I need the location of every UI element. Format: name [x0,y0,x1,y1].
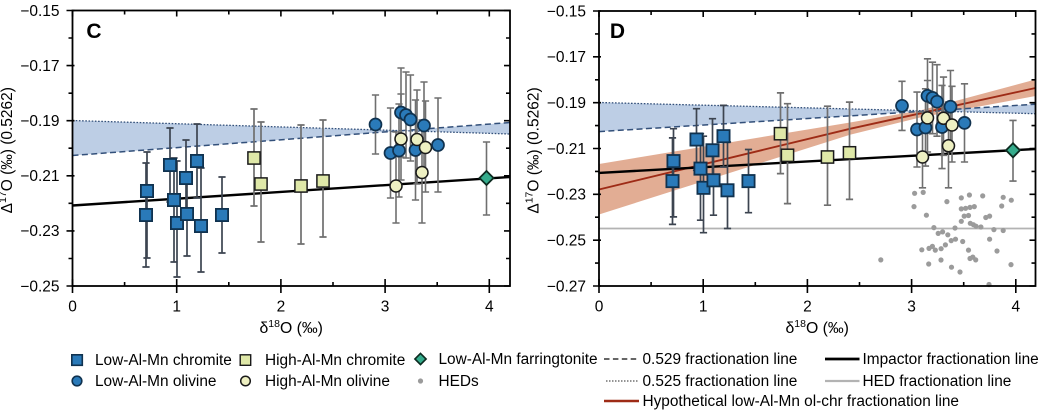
svg-text:C: C [86,20,101,43]
svg-text:−0.19: −0.19 [20,113,59,130]
svg-text:−0.27: −0.27 [547,278,586,295]
svg-text:3: 3 [381,299,390,316]
svg-text:0.525 fractionation line: 0.525 fractionation line [643,373,798,390]
svg-text:4: 4 [1011,299,1020,316]
svg-text:High-Al-Mn olivine: High-Al-Mn olivine [265,373,390,390]
svg-text:Low-Al-Mn olivine: Low-Al-Mn olivine [95,373,216,390]
svg-text:D: D [610,20,625,43]
svg-text:−0.15: −0.15 [547,3,586,20]
svg-text:0: 0 [595,299,604,316]
svg-text:3: 3 [907,299,916,316]
svg-text:Low-Al-Mn farringtonite: Low-Al-Mn farringtonite [439,351,598,368]
svg-text:−0.25: −0.25 [547,233,586,250]
svg-text:4: 4 [485,299,494,316]
svg-text:Impactor fractionation line: Impactor fractionation line [863,351,1039,368]
svg-text:−0.15: −0.15 [20,3,59,20]
svg-text:−0.25: −0.25 [20,278,59,295]
svg-text:HEDs: HEDs [439,373,479,390]
svg-text:HED fractionation line: HED fractionation line [863,373,1012,390]
svg-text:−0.17: −0.17 [547,49,586,66]
svg-text:−0.23: −0.23 [20,223,59,240]
svg-text:Δ17O (‰) (0.5262): Δ17O (‰) (0.5262) [0,87,16,213]
svg-text:High-Al-Mn chromite: High-Al-Mn chromite [265,352,405,369]
svg-text:0.529 fractionation line: 0.529 fractionation line [643,351,798,368]
svg-text:−0.17: −0.17 [20,58,59,75]
svg-text:0: 0 [68,299,77,316]
svg-text:1: 1 [699,299,708,316]
svg-text:−0.21: −0.21 [547,141,586,158]
svg-text:1: 1 [172,299,181,316]
svg-text:−0.19: −0.19 [547,95,586,112]
svg-text:2: 2 [803,299,812,316]
svg-text:−0.23: −0.23 [547,187,586,204]
svg-text:Δ17O (‰) (0.5262): Δ17O (‰) (0.5262) [524,87,543,213]
svg-text:Hypothetical low-Al-Mn ol-chr: Hypothetical low-Al-Mn ol-chr fractionat… [643,393,960,410]
svg-text:Low-Al-Mn chromite: Low-Al-Mn chromite [95,352,232,369]
svg-text:2: 2 [277,299,286,316]
svg-text:−0.21: −0.21 [20,168,59,185]
